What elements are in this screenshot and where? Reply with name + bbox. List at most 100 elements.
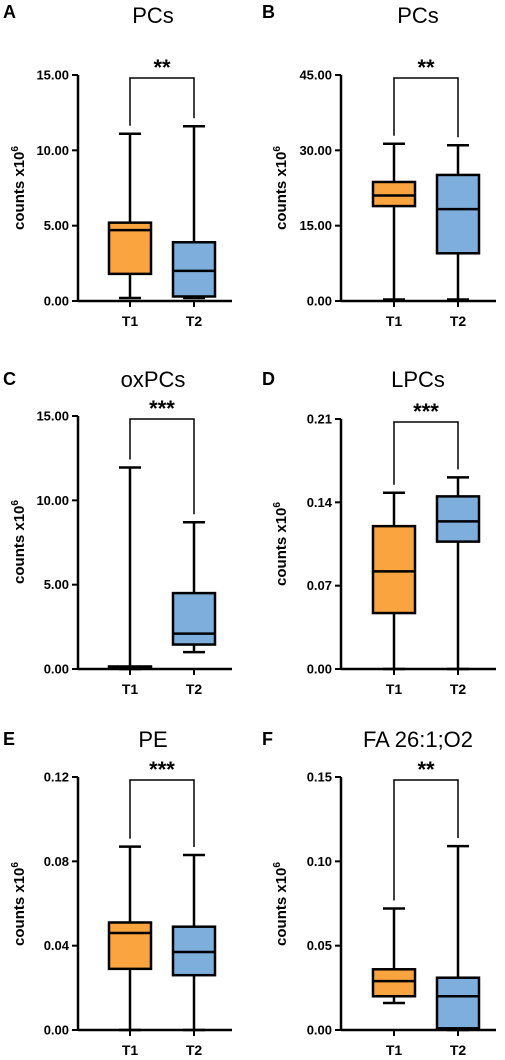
x-tick-label: T2 <box>450 1042 467 1058</box>
box-iqr <box>371 524 417 615</box>
chart-title: oxPCs <box>121 367 186 392</box>
y-axis-label-text: counts x10 <box>11 152 28 230</box>
y-tick-label: 15.00 <box>36 68 69 83</box>
bracket-line <box>129 418 195 515</box>
y-axis-label: counts x106 <box>10 146 28 230</box>
x-tick-label: T1 <box>386 313 403 329</box>
bracket-line <box>129 779 195 848</box>
y-tick-label: 0.00 <box>307 1023 332 1038</box>
panel-letter: C <box>3 369 16 389</box>
y-axis-label: counts x106 <box>272 502 290 586</box>
y-axis-label: counts x106 <box>10 500 28 584</box>
y-tick-label: 0.10 <box>307 854 332 869</box>
chart-title: LPCs <box>391 367 445 392</box>
y-tick-label: 5.00 <box>44 577 69 592</box>
panel-letter: E <box>3 729 15 749</box>
chart-panel-a: A PCs counts x106 0.00 5.00 10.00 15.00 T1 T2 ** <box>3 2 232 329</box>
y-axis-label-exponent: 6 <box>272 146 283 152</box>
box-iqr <box>371 180 417 208</box>
bracket-line <box>393 77 459 138</box>
box-iqr <box>171 591 217 646</box>
y-axis-label-exponent: 6 <box>10 146 21 152</box>
x-tick-label: T1 <box>122 681 139 697</box>
y-tick-label: 0.05 <box>307 938 332 953</box>
x-tick-label: T2 <box>186 681 203 697</box>
box-t2: T2 <box>435 476 481 697</box>
y-tick-label: 0.00 <box>44 662 69 677</box>
box-iqr <box>107 921 153 971</box>
significance-label: *** <box>413 399 439 424</box>
chart-panel-f: F FA 26:1;O2 counts x106 0.00 0.05 0.10 0.15 T1… <box>262 727 496 1058</box>
y-axis-label-text: counts x10 <box>273 868 290 946</box>
y-tick-label: 0.00 <box>307 294 332 309</box>
box-t2: T2 <box>171 124 217 329</box>
y-axis-label: counts x106 <box>10 862 28 946</box>
y-tick-label: 0.00 <box>44 294 69 309</box>
x-tick-label: T2 <box>450 313 467 329</box>
significance-bracket: ** <box>393 55 459 138</box>
panel-letter: F <box>262 729 273 749</box>
box-iqr <box>371 968 417 998</box>
significance-label: ** <box>417 757 435 782</box>
x-tick-label: T1 <box>386 1042 403 1058</box>
box-iqr <box>171 240 217 298</box>
significance-label: ** <box>153 55 171 80</box>
box-t1: T1 <box>371 491 417 697</box>
panel-letter: A <box>3 2 16 22</box>
panel-letter: D <box>262 369 275 389</box>
chart-title: PE <box>138 727 167 752</box>
significance-bracket: *** <box>129 396 195 515</box>
chart-panel-b: B PCs counts x106 0.00 15.00 30.00 45.00 T1 T2 ** <box>262 2 496 329</box>
x-tick-label: T2 <box>450 681 467 697</box>
significance-bracket: ** <box>393 757 459 901</box>
y-axis-label-exponent: 6 <box>10 862 21 868</box>
significance-label: *** <box>149 396 175 421</box>
y-tick-label: 0.21 <box>307 412 332 427</box>
y-tick-label: 10.00 <box>36 493 69 508</box>
chart-title: FA 26:1;O2 <box>363 727 473 752</box>
y-tick-label: 0.07 <box>307 578 332 593</box>
y-axis-label: counts x106 <box>272 146 290 230</box>
significance-bracket: *** <box>393 399 459 485</box>
x-tick-label: T1 <box>386 681 403 697</box>
box-t2: T2 <box>171 521 217 697</box>
y-axis-label-exponent: 6 <box>272 502 283 508</box>
chart-panel-e: E PE counts x106 0.00 0.04 0.08 0.12 T1 T2 *** <box>3 727 232 1058</box>
significance-label: ** <box>417 55 435 80</box>
box-t1: T1 <box>107 132 153 329</box>
x-tick-label: T2 <box>186 313 203 329</box>
y-tick-label: 10.00 <box>36 143 69 158</box>
y-tick-label: 30.00 <box>299 143 332 158</box>
y-tick-label: 0.14 <box>307 495 333 510</box>
y-tick-label: 15.00 <box>36 409 69 424</box>
bracket-line <box>393 779 459 901</box>
box-t1: T1 <box>371 907 417 1058</box>
y-tick-label: 0.00 <box>307 662 332 677</box>
box-t2: T2 <box>435 844 481 1058</box>
x-tick-label: T1 <box>122 1042 139 1058</box>
significance-label: *** <box>149 757 175 782</box>
bracket-line <box>393 421 459 485</box>
chart-title: PCs <box>397 3 439 28</box>
box-t1: T1 <box>371 142 417 329</box>
box-iqr <box>435 976 481 1030</box>
box-iqr <box>435 173 481 255</box>
y-tick-label: 0.00 <box>44 1023 69 1038</box>
box-t2: T2 <box>435 144 481 329</box>
panel-letter: B <box>262 2 275 22</box>
y-tick-label: 15.00 <box>299 218 332 233</box>
y-axis-label-exponent: 6 <box>272 862 283 868</box>
chart-panel-d: D LPCs counts x106 0.00 0.07 0.14 0.21 T1 T2 *** <box>262 367 496 697</box>
y-tick-label: 0.04 <box>44 938 70 953</box>
bracket-line <box>129 77 195 126</box>
box-t2: T2 <box>171 853 217 1058</box>
box-t1: T1 <box>107 466 153 697</box>
y-tick-label: 0.08 <box>44 854 69 869</box>
box-iqr <box>435 495 481 543</box>
y-tick-label: 5.00 <box>44 218 69 233</box>
box-t1: T1 <box>107 845 153 1058</box>
y-axis-label-text: counts x10 <box>273 152 290 230</box>
significance-bracket: *** <box>129 757 195 848</box>
